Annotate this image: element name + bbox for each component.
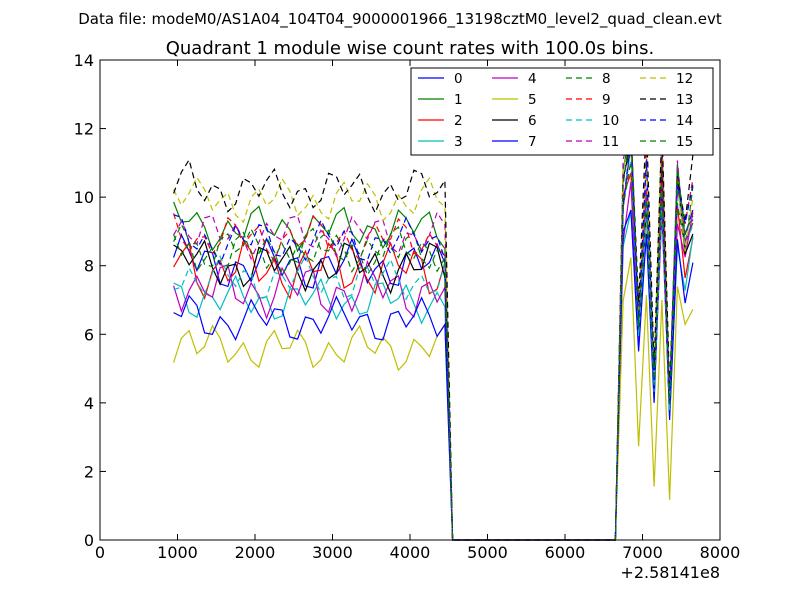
x-tick-label: 2000 (235, 543, 276, 562)
chart-title: Quadrant 1 module wise count rates with … (166, 38, 655, 59)
legend-label-4: 4 (528, 71, 537, 87)
series-line-15 (173, 129, 694, 541)
x-offset-label: +2.58141e8 (620, 563, 720, 582)
x-tick-label: 7000 (622, 543, 663, 562)
x-tick-label: 6000 (545, 543, 586, 562)
legend-label-13: 13 (676, 92, 693, 108)
y-tick-label: 2 (84, 462, 94, 481)
legend-label-7: 7 (528, 134, 537, 150)
x-tick-label: 1000 (157, 543, 198, 562)
legend-label-0: 0 (454, 71, 463, 87)
legend-label-14: 14 (676, 113, 693, 129)
x-tick-label: 3000 (312, 543, 353, 562)
x-tick-label: 4000 (390, 543, 431, 562)
y-tick-label: 8 (84, 257, 94, 276)
suptitle: Data file: modeM0/AS1A04_104T04_90000019… (78, 10, 722, 29)
legend-label-1: 1 (454, 92, 463, 108)
series-line-4 (173, 181, 694, 541)
y-tick-label: 10 (74, 188, 94, 207)
legend-label-8: 8 (602, 71, 611, 87)
legend-label-5: 5 (528, 92, 537, 108)
x-tick-label: 8000 (700, 543, 741, 562)
legend-label-2: 2 (454, 113, 463, 129)
legend-label-11: 11 (602, 134, 619, 150)
y-tick-label: 4 (84, 394, 94, 413)
tick-layer: 0 1000 2000 3000 4000 5000 6000 7000 80000246810… (74, 51, 741, 562)
y-tick-label: 14 (74, 51, 94, 70)
legend-label-6: 6 (528, 113, 537, 129)
legend-label-10: 10 (602, 113, 619, 129)
y-tick-label: 0 (84, 531, 94, 550)
legend-label-15: 15 (676, 134, 693, 150)
series-line-7 (173, 193, 694, 541)
y-tick-label: 6 (84, 325, 94, 344)
series-line-14 (173, 137, 694, 541)
x-tick-label: 5000 (467, 543, 508, 562)
legend-label-9: 9 (602, 92, 611, 108)
legend-label-12: 12 (676, 71, 693, 87)
x-tick-label: 0 (95, 543, 105, 562)
legend-label-3: 3 (454, 134, 463, 150)
y-tick-label: 12 (74, 120, 94, 139)
series-layer (173, 117, 694, 541)
series-line-5 (173, 257, 694, 541)
series-line-8 (173, 151, 694, 541)
axes-frame (99, 59, 721, 541)
series-line-10 (173, 147, 694, 541)
